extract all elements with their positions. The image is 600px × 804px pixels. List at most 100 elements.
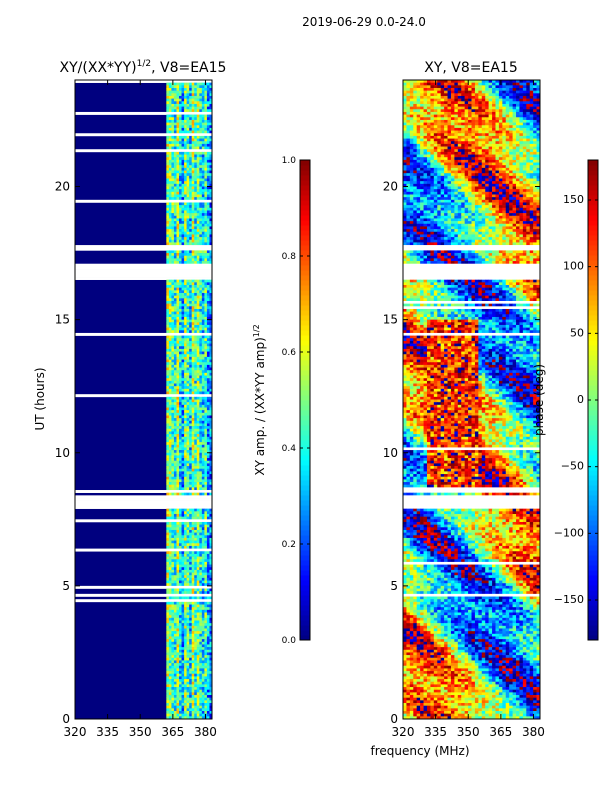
- amplitude-cell: [197, 663, 200, 666]
- amplitude-cell: [179, 210, 182, 213]
- amplitude-cell: [202, 123, 205, 126]
- amplitude-cell: [184, 634, 187, 637]
- amplitude-cell: [192, 567, 195, 570]
- amplitude-cell: [202, 415, 205, 418]
- amplitude-cell: [189, 120, 192, 123]
- amplitude-cell: [199, 477, 202, 480]
- phase-cell: [472, 107, 476, 110]
- amplitude-cell: [189, 202, 192, 205]
- amplitude-cell: [192, 578, 195, 581]
- amplitude-cell: [184, 567, 187, 570]
- amplitude-cell: [182, 181, 185, 184]
- amplitude-cell: [189, 533, 192, 536]
- amplitude-cell: [179, 234, 182, 237]
- phase-cell: [533, 88, 537, 91]
- amplitude-cell: [179, 581, 182, 584]
- amplitude-colorbar-segment: [300, 630, 310, 636]
- amplitude-cell: [166, 602, 169, 605]
- amplitude-cell: [184, 144, 187, 147]
- amplitude-cell: [207, 535, 210, 538]
- amplitude-cell: [171, 360, 174, 363]
- amplitude-cell: [169, 642, 172, 645]
- phase-cell: [478, 128, 482, 131]
- amplitude-cell: [174, 469, 177, 472]
- amplitude-cell: [187, 445, 190, 448]
- amplitude-cell: [197, 407, 200, 410]
- amplitude-cell: [202, 330, 205, 333]
- amplitude-cell: [187, 83, 190, 86]
- amplitude-cell: [176, 493, 179, 496]
- amplitude-cell: [199, 607, 202, 610]
- phase-cell: [461, 99, 465, 102]
- amplitude-cell: [187, 250, 190, 253]
- amplitude-cell: [202, 165, 205, 168]
- amplitude-cell: [171, 192, 174, 195]
- amplitude-cell: [169, 668, 172, 671]
- amplitude-cell: [204, 434, 207, 437]
- amplitude-cell: [207, 477, 210, 480]
- amplitude-cell: [197, 589, 200, 592]
- phase-cell: [499, 96, 503, 99]
- amplitude-cell: [169, 378, 172, 381]
- amplitude-cell: [182, 413, 185, 416]
- amplitude-cell: [176, 418, 179, 421]
- phase-cell: [451, 109, 455, 112]
- phase-cell: [513, 131, 517, 134]
- amplitude-cell: [182, 176, 185, 179]
- amplitude-cell: [184, 570, 187, 573]
- amplitude-colorbar-tick-label: 1.0: [282, 156, 297, 166]
- amplitude-cell: [171, 184, 174, 187]
- amplitude-cell: [207, 581, 210, 584]
- amplitude-cell: [194, 344, 197, 347]
- amplitude-cell: [169, 525, 172, 528]
- amplitude-cell: [169, 341, 172, 344]
- amplitude-cell: [197, 541, 200, 544]
- amplitude-cell: [187, 261, 190, 264]
- amplitude-cell: [184, 458, 187, 461]
- amplitude-cell: [189, 107, 192, 110]
- amplitude-cell: [169, 591, 172, 594]
- amplitude-cell: [179, 514, 182, 517]
- phase-cell: [403, 123, 407, 126]
- amplitude-cell: [197, 242, 200, 245]
- amplitude-cell: [199, 434, 202, 437]
- amplitude-cell: [179, 671, 182, 674]
- amplitude-colorbar-segment: [300, 530, 310, 536]
- amplitude-cell: [176, 676, 179, 679]
- amplitude-cell: [187, 152, 190, 155]
- amplitude-cell: [171, 210, 174, 213]
- amplitude-cell: [204, 163, 207, 166]
- phase-cell: [458, 107, 462, 110]
- amplitude-cell: [202, 192, 205, 195]
- phase-cell: [526, 109, 530, 112]
- amplitude-cell: [194, 125, 197, 128]
- amplitude-cell: [199, 684, 202, 687]
- phase-cell: [413, 112, 417, 115]
- phase-cell: [523, 139, 527, 142]
- amplitude-cell: [184, 690, 187, 693]
- amplitude-cell: [179, 711, 182, 714]
- amplitude-cell: [182, 487, 185, 490]
- phase-cell: [430, 141, 434, 144]
- amplitude-cell: [189, 344, 192, 347]
- amplitude-cell: [197, 344, 200, 347]
- amplitude-cell: [189, 208, 192, 211]
- phase-cell: [465, 91, 469, 94]
- phase-cell: [489, 107, 493, 110]
- amplitude-cell: [192, 93, 195, 96]
- amplitude-cell: [166, 565, 169, 568]
- amplitude-cell: [176, 240, 179, 243]
- amplitude-cell: [179, 224, 182, 227]
- amplitude-cell: [192, 136, 195, 139]
- amplitude-cell: [176, 575, 179, 578]
- amplitude-cell: [166, 541, 169, 544]
- amplitude-cell: [189, 237, 192, 240]
- amplitude-cell: [176, 176, 179, 179]
- amplitude-cell: [166, 692, 169, 695]
- amplitude-cell: [197, 141, 200, 144]
- amplitude-cell: [194, 589, 197, 592]
- amplitude-cell: [182, 330, 185, 333]
- amplitude-cell: [192, 205, 195, 208]
- amplitude-cell: [192, 469, 195, 472]
- phase-cell: [472, 123, 476, 126]
